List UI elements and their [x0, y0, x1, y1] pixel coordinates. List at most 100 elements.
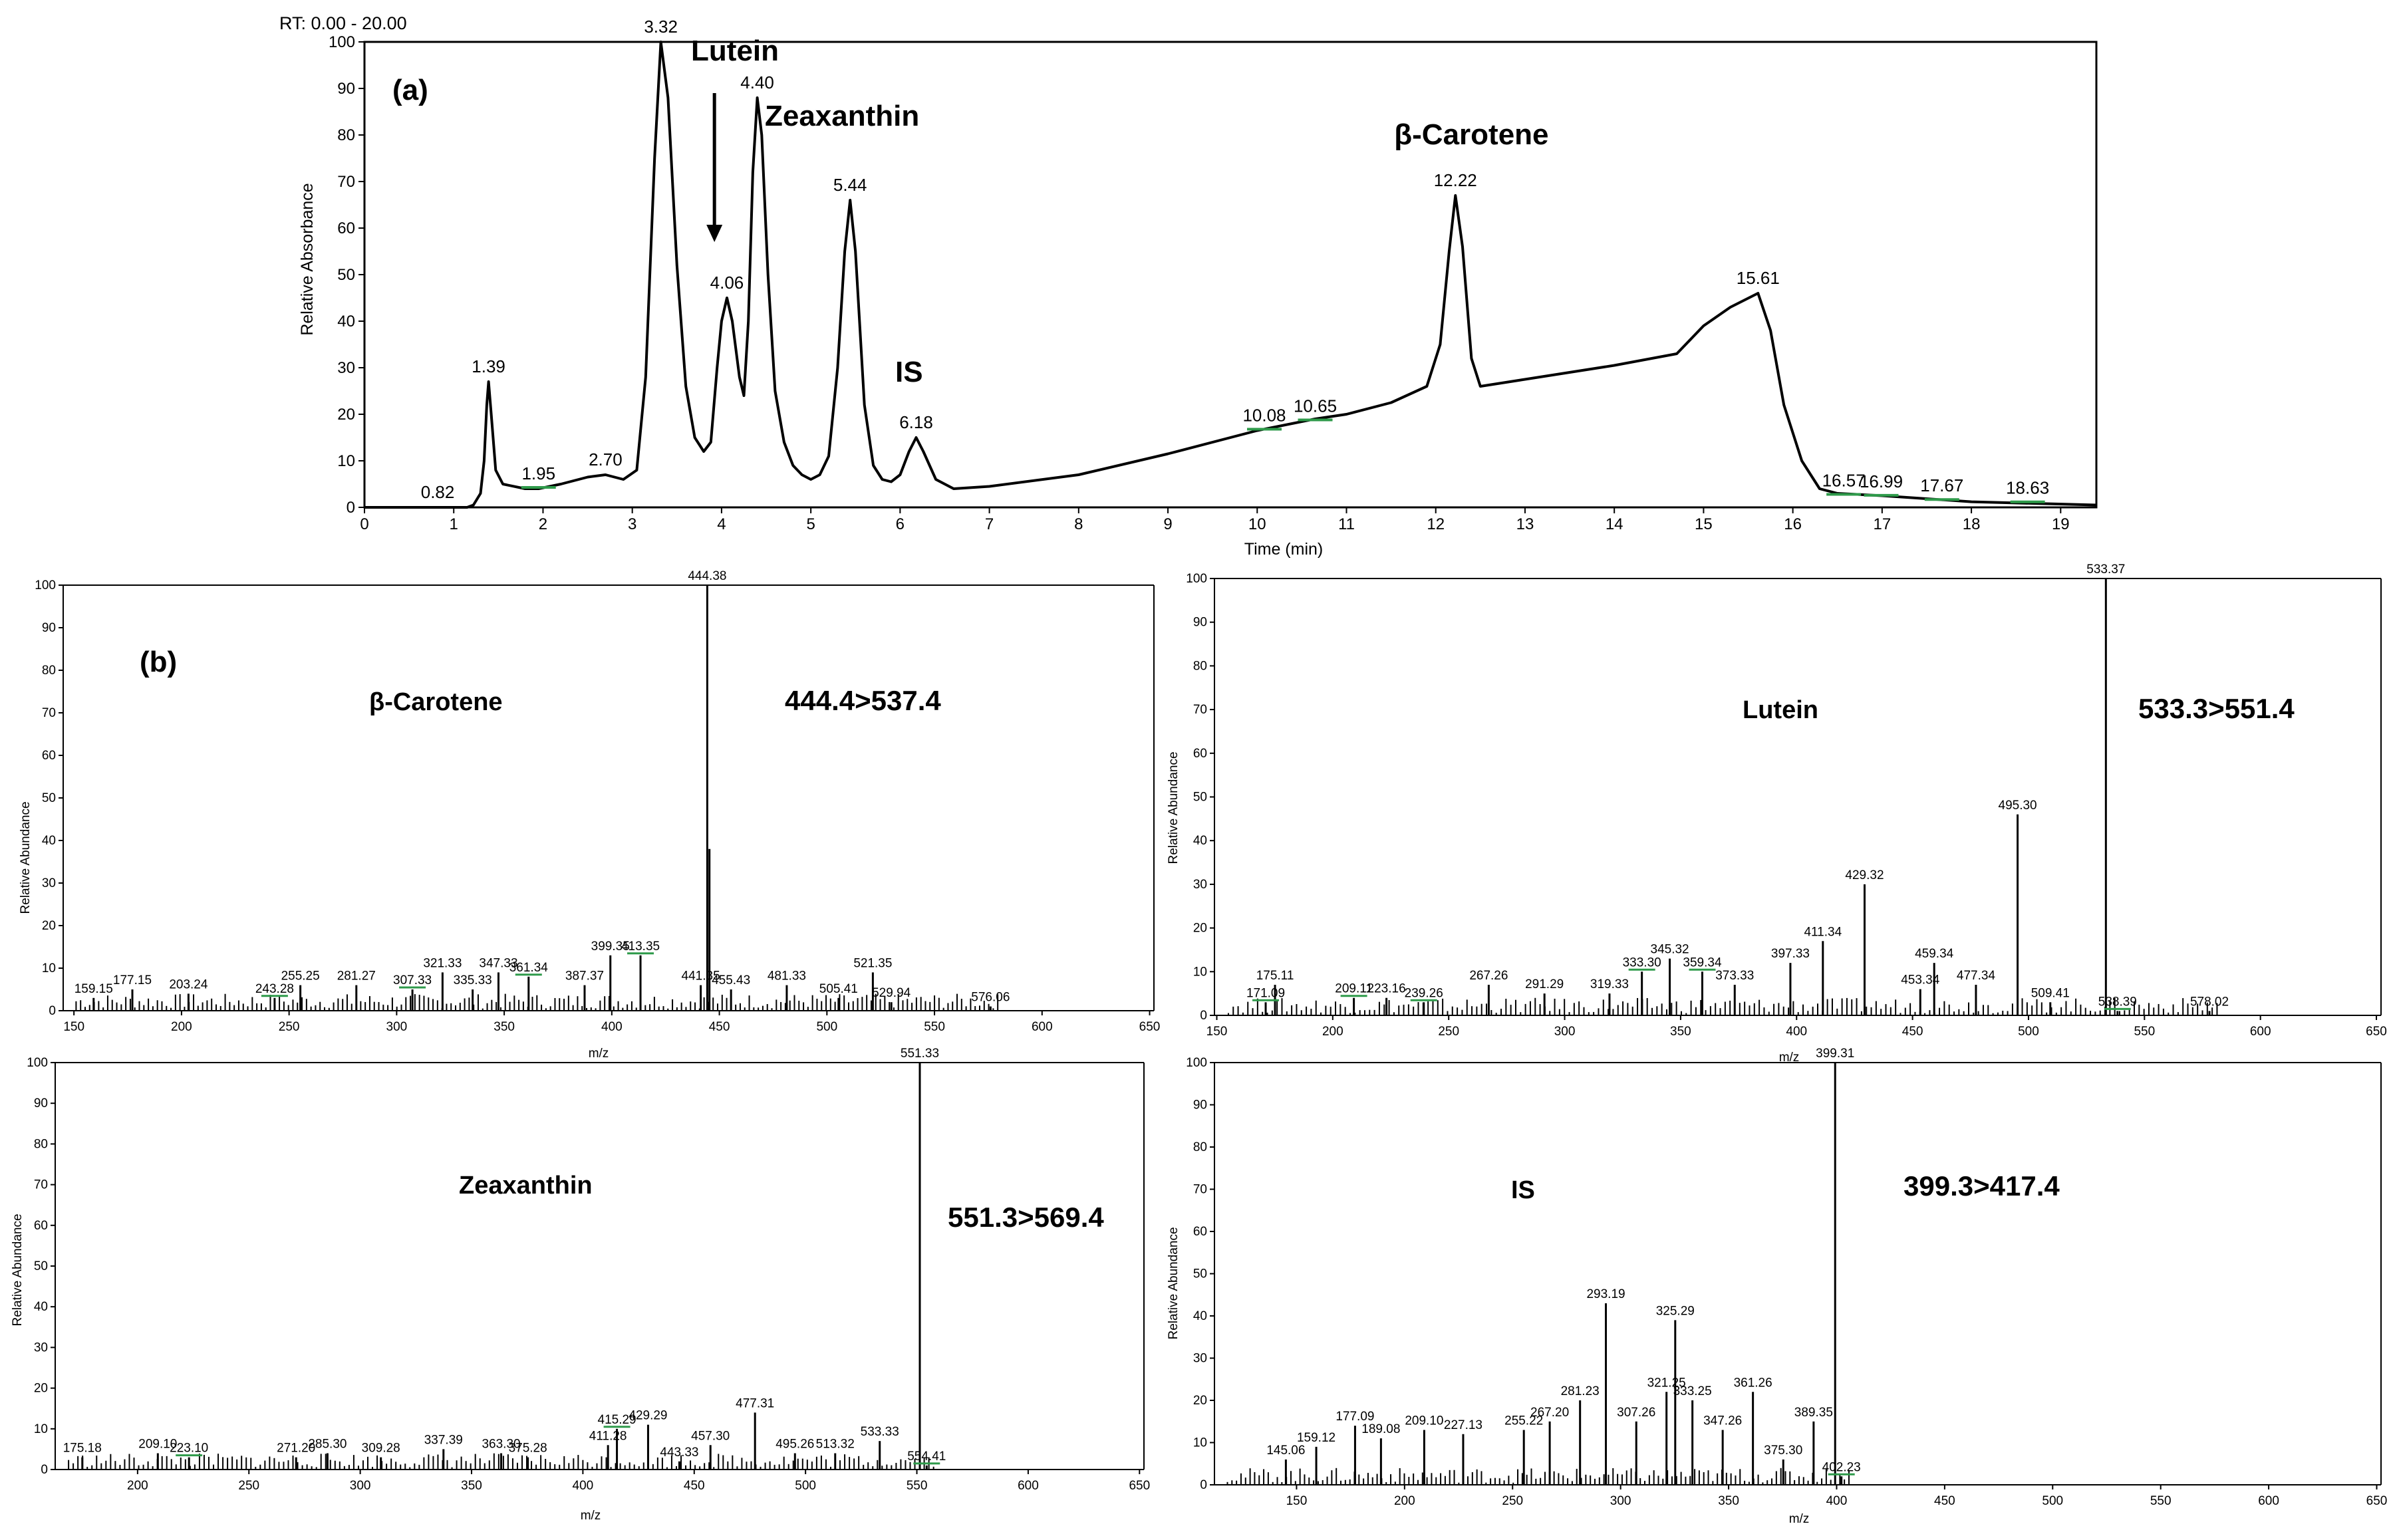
x-tick-label: 10: [1248, 515, 1266, 533]
ms-peak-label: 411.28: [589, 1429, 627, 1443]
ms-x-tick-label: 350: [1670, 1025, 1691, 1039]
ms-is-panel: IS 399.3>417.4 Relative Abundance 150 200…: [1167, 1047, 2387, 1526]
ms-y-tick-label: 50: [1193, 1267, 1207, 1281]
ms-x-tick-label: 250: [1502, 1494, 1523, 1508]
ms-peak-label: 399.35: [591, 940, 630, 954]
x-tick-label: 18: [1963, 515, 1981, 533]
ms-peak-label: 347.26: [1703, 1414, 1742, 1428]
ms-peak-label: 333.25: [1673, 1384, 1712, 1398]
ms-y-tick-label: 70: [34, 1178, 48, 1192]
ms-peak-label: 361.26: [1734, 1376, 1772, 1390]
peak-rt-label: 17.67: [1920, 475, 1963, 495]
ms-y-tick-label: 100: [27, 1056, 48, 1070]
ms-peak-label: 443.33: [660, 1446, 698, 1460]
ms-peak-label: 533.37: [2086, 563, 2125, 577]
beta-carotene-y-axis-label: Relative Abundance: [19, 801, 33, 914]
ms-x-tick-label: 550: [924, 1020, 945, 1034]
x-tick-label: 6: [896, 515, 905, 533]
peak-rt-label: 16.57: [1822, 471, 1866, 491]
compound-label: β-Carotene: [1394, 118, 1548, 151]
ms-peak-label: 335.33: [454, 973, 492, 987]
ms-y-tick-label: 60: [1193, 1225, 1207, 1239]
y-tick-label: 40: [337, 313, 355, 330]
ms-peak-label: 243.28: [255, 982, 294, 996]
lutein-compound-label: Lutein: [1743, 696, 1818, 724]
ms-peak-label: 267.20: [1530, 1406, 1569, 1420]
ms-x-tick-label: 300: [350, 1479, 371, 1493]
y-tick-label: 20: [337, 406, 355, 424]
ms-lutein-panel: Lutein 533.3>551.4 m/z Relative Abundanc…: [1167, 563, 2387, 1065]
beta-carotene-compound-label: β-Carotene: [369, 688, 503, 716]
ms-peak-label: 505.41: [819, 982, 858, 996]
ms-x-tick-label: 200: [1394, 1494, 1415, 1508]
ms-peak-label: 457.30: [691, 1429, 730, 1443]
ms-peak-label: 159.12: [1297, 1431, 1336, 1445]
y-tick-label: 30: [337, 359, 355, 377]
peak-rt-label: 6.18: [899, 412, 933, 432]
ms-y-tick-label: 50: [42, 791, 56, 805]
lutein-x-axis-label: m/z: [1779, 1051, 1800, 1065]
ms-peak-label: 538.39: [2098, 995, 2137, 1009]
ms-x-tick-label: 650: [1139, 1020, 1161, 1034]
ms-peak-label: 554.41: [907, 1450, 946, 1464]
ms-x-tick-label: 400: [1786, 1025, 1807, 1039]
x-tick-label: 3: [628, 515, 636, 533]
ms-peak-label: 337.39: [424, 1433, 463, 1447]
ms-y-tick-label: 70: [42, 706, 56, 720]
ms-x-tick-label: 500: [795, 1479, 816, 1493]
y-tick-label: 90: [337, 80, 355, 98]
ms-peak-label: 307.33: [393, 973, 432, 987]
ms-y-tick-label: 40: [34, 1300, 48, 1314]
ms-peak-label: 293.19: [1586, 1287, 1625, 1301]
lutein-y-axis-label: Relative Abundance: [1167, 751, 1181, 864]
ms-peak-label: 177.09: [1336, 1410, 1374, 1424]
ms-x-tick-label: 450: [709, 1020, 730, 1034]
ms-peak-label: 533.33: [861, 1425, 899, 1439]
ms-peak-label: 223.16: [1367, 982, 1406, 996]
ms-peak-label: 413.35: [621, 940, 660, 954]
ms-x-tick-label: 200: [171, 1020, 192, 1034]
ms-peak-label: 175.18: [63, 1442, 102, 1456]
ms-x-tick-label: 500: [2042, 1494, 2063, 1508]
zeaxanthin-y-axis-label: Relative Abundance: [11, 1214, 25, 1326]
peak-rt-label: 1.39: [472, 356, 505, 376]
is-transition-label: 399.3>417.4: [1903, 1170, 2060, 1202]
ms-peak-label: 309.28: [362, 1442, 400, 1456]
ms-peak-label: 321.33: [423, 956, 462, 970]
beta-carotene-transition-label: 444.4>537.4: [785, 685, 941, 716]
ms-peak-label: 513.32: [816, 1438, 855, 1452]
ms-x-tick-label: 600: [1018, 1479, 1039, 1493]
ms-y-tick-label: 60: [42, 749, 56, 763]
ms-y-tick-label: 80: [1193, 1140, 1207, 1154]
peak-rt-label: 18.63: [2006, 478, 2049, 498]
lutein-transition-label: 533.3>551.4: [2138, 693, 2295, 724]
chromatogram-header: RT: 0.00 - 20.00: [279, 13, 407, 33]
ms-peak-label: 291.29: [1525, 977, 1564, 991]
ms-peak-label: 285.30: [308, 1438, 347, 1452]
x-tick-label: 5: [806, 515, 815, 533]
ms-x-tick-label: 450: [1902, 1025, 1923, 1039]
chromatogram-trace: [364, 41, 2097, 509]
ms-peak-label: 239.26: [1405, 986, 1443, 1000]
ms-x-tick-label: 450: [684, 1479, 705, 1493]
ms-peak-label: 481.33: [768, 969, 806, 983]
ms-x-tick-label: 200: [127, 1479, 148, 1493]
ms-x-tick-label: 300: [386, 1020, 408, 1034]
ms-x-tick-label: 600: [2250, 1025, 2271, 1039]
is-y-axis-label: Relative Abundance: [1167, 1227, 1181, 1339]
ms-y-tick-label: 80: [1193, 659, 1207, 673]
ms-peak-label: 347.33: [479, 956, 517, 970]
zeaxanthin-compound-label: Zeaxanthin: [459, 1172, 593, 1200]
peak-rt-label: 4.06: [710, 273, 744, 293]
ms-x-tick-label: 350: [1718, 1494, 1739, 1508]
ms-peak-label: 551.33: [901, 1047, 939, 1061]
peak-rt-label: 10.65: [1294, 396, 1337, 416]
ms-y-tick-label: 20: [42, 919, 56, 933]
x-tick-label: 12: [1427, 515, 1445, 533]
x-tick-label: 2: [539, 515, 547, 533]
ms-y-tick-label: 0: [1200, 1478, 1207, 1492]
ms-y-tick-label: 10: [42, 962, 56, 975]
ms-peak-label: 375.30: [1764, 1444, 1802, 1458]
